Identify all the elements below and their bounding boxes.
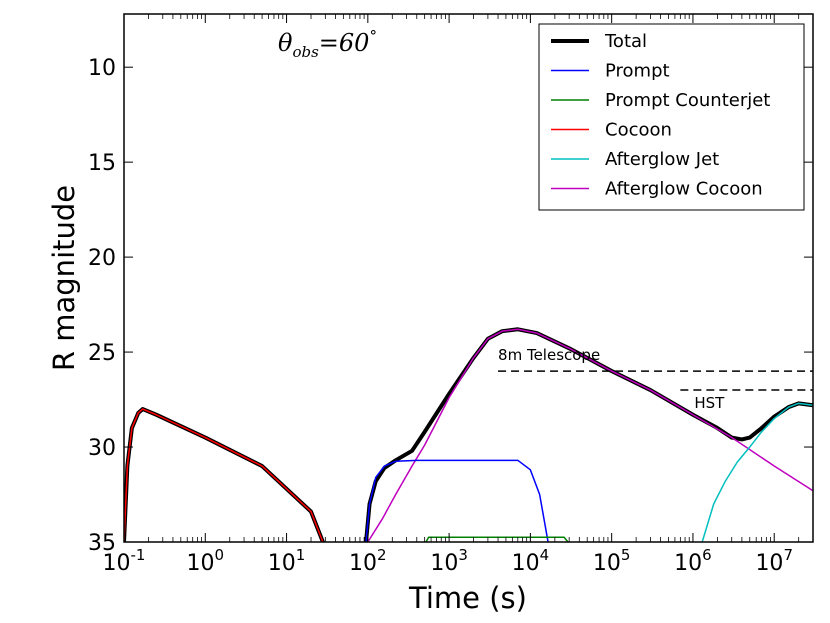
y-tick-label: 15 bbox=[88, 151, 116, 176]
series-afterglow-jet-line-1 bbox=[701, 402, 813, 542]
x-axis-title: Time (s) bbox=[408, 581, 527, 615]
series-afterglow-cocoon-line-1 bbox=[367, 328, 813, 542]
y-tick-label: 20 bbox=[88, 246, 116, 271]
panel-title-sub: obs bbox=[292, 43, 319, 61]
legend-label-total: Total bbox=[604, 31, 647, 52]
series-prompt-line-1 bbox=[365, 459, 549, 542]
legend-label-afterglow-jet: Afterglow Jet bbox=[605, 149, 719, 170]
legend-label-prompt-counterjet: Prompt Counterjet bbox=[605, 90, 770, 111]
panel-title-deg: ° bbox=[369, 27, 377, 45]
x-tick-label: 100 bbox=[187, 546, 225, 576]
annotation-hst-label: HST bbox=[694, 394, 725, 412]
legend-label-afterglow-cocoon: Afterglow Cocoon bbox=[605, 179, 763, 200]
x-tick-label: 106 bbox=[674, 546, 712, 576]
x-tick-label: 102 bbox=[349, 546, 387, 576]
x-tick-label: 107 bbox=[755, 546, 793, 576]
x-tick-label: 104 bbox=[512, 546, 550, 576]
x-tick-label: 10-1 bbox=[103, 546, 146, 576]
legend-box bbox=[538, 23, 805, 211]
legend-label-prompt: Prompt bbox=[605, 61, 670, 82]
x-tick-label: 101 bbox=[268, 546, 306, 576]
annotation-layer bbox=[498, 370, 813, 391]
y-tick-label: 10 bbox=[88, 56, 116, 81]
panel-title: θobs=60° bbox=[278, 27, 377, 61]
y-tick-label: 30 bbox=[88, 436, 116, 461]
x-tick-label: 103 bbox=[430, 546, 468, 576]
y-axis-title: R magnitude bbox=[47, 185, 81, 371]
panel-title-value: =60 bbox=[319, 29, 370, 57]
y-tick-label: 25 bbox=[88, 341, 116, 366]
y-tick-label: 35 bbox=[88, 531, 116, 556]
plot-frame bbox=[123, 13, 814, 543]
ticks-layer: 10-1 100 101 102 103 104 105 106 107 10 15 20 25 30 35 bbox=[88, 14, 813, 576]
legend: Total Prompt Prompt Counterjet Cocoon Afterg… bbox=[538, 23, 805, 211]
legend-label-cocoon: Cocoon bbox=[605, 120, 672, 141]
x-tick-label: 105 bbox=[593, 546, 631, 576]
panel-title-var: θ bbox=[278, 29, 293, 57]
annotation-8m-telescope-label: 8m Telescope bbox=[498, 346, 600, 364]
